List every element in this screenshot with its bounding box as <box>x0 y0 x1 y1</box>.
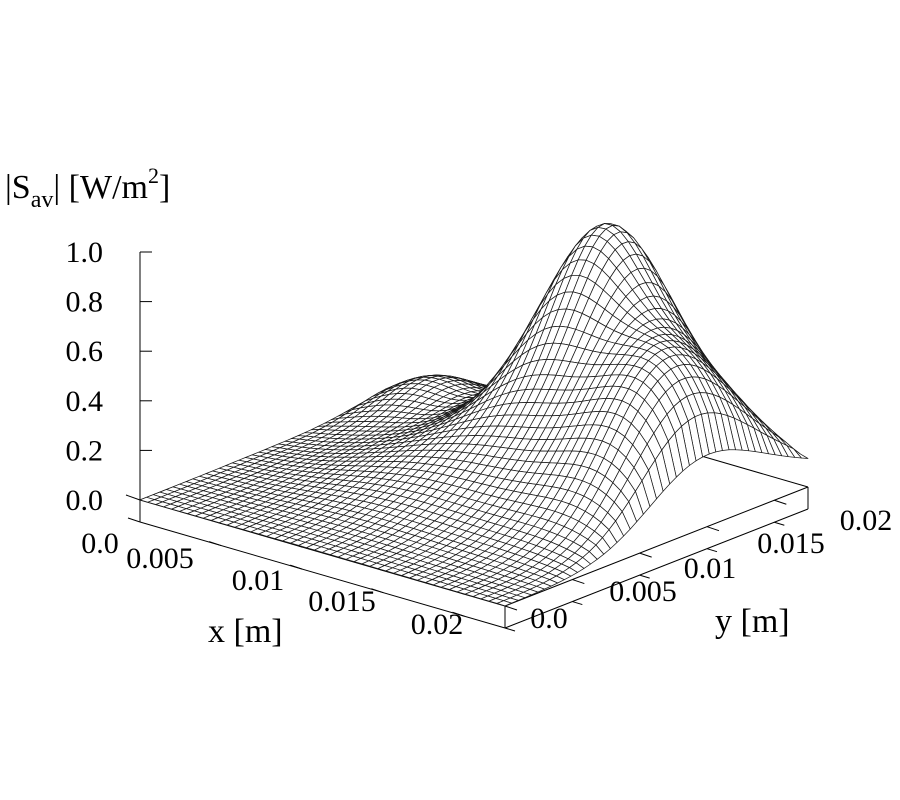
y-tick-label: 0.0 <box>530 602 568 635</box>
surface-cell <box>496 600 512 607</box>
y-tick-mark-lower <box>572 601 583 606</box>
z-axis-title-sub: av <box>31 187 54 213</box>
x-tick-mark-lower <box>452 611 465 617</box>
x-axis-ticks: 0.0 0.005 0.01 0.015 0.02 <box>81 494 465 641</box>
y-tick-label: 0.005 <box>609 575 677 608</box>
z-tick-label: 0.8 <box>66 286 104 319</box>
z-tick-label: 0.2 <box>66 434 104 467</box>
z-tick-label: 1.0 <box>66 236 104 269</box>
z-axis-title-sup: 2 <box>148 163 159 188</box>
y-tick-mark <box>774 499 787 505</box>
x-tick-label: 0.02 <box>411 608 464 641</box>
surface-mesh <box>139 223 809 607</box>
x-tick-mark-lower <box>290 564 303 570</box>
x-tick-label: 0.015 <box>308 585 376 618</box>
x-axis-title: x [m] <box>208 613 283 650</box>
x-tick-mark-lower <box>208 541 222 547</box>
y-tick-mark <box>572 579 585 585</box>
y-tick-label: 0.02 <box>840 504 893 537</box>
base-skirt-x <box>139 521 506 629</box>
y-tick-mark-lower <box>774 521 785 526</box>
y-tick-mark <box>706 526 720 532</box>
x-tick-label: 0.01 <box>232 564 285 597</box>
y-tick-mark-lower <box>706 548 718 553</box>
y-tick-mark-lower <box>504 627 516 632</box>
x-tick-label: 0.0 <box>81 527 119 560</box>
x-tick-mark <box>125 494 141 501</box>
z-tick-label: 0.6 <box>66 335 104 368</box>
base-skirt-y <box>504 508 809 629</box>
y-tick-mark <box>639 552 652 558</box>
z-axis-title-suffix: ] <box>159 169 170 206</box>
x-tick-mark-lower <box>127 517 141 523</box>
z-axis-title-mid: | [W/m <box>53 169 148 206</box>
z-axis-title: |Sav| [W/m2] <box>5 163 170 213</box>
z-tick-label: 0.4 <box>66 385 104 418</box>
x-tick-mark-lower <box>371 588 384 594</box>
base-edge-y <box>504 486 809 607</box>
z-axis-title-prefix: |S <box>5 169 31 206</box>
y-tick-mark <box>504 605 518 611</box>
z-axis-ticks: 0.0 0.2 0.4 0.6 0.8 1.0 <box>66 236 152 517</box>
y-tick-label: 0.01 <box>684 552 737 585</box>
z-tick-label: 0.0 <box>66 484 104 517</box>
x-tick-label: 0.005 <box>126 542 194 575</box>
y-tick-mark-lower <box>639 574 650 579</box>
y-axis-title: y [m] <box>715 603 790 640</box>
y-tick-label: 0.015 <box>757 527 825 560</box>
